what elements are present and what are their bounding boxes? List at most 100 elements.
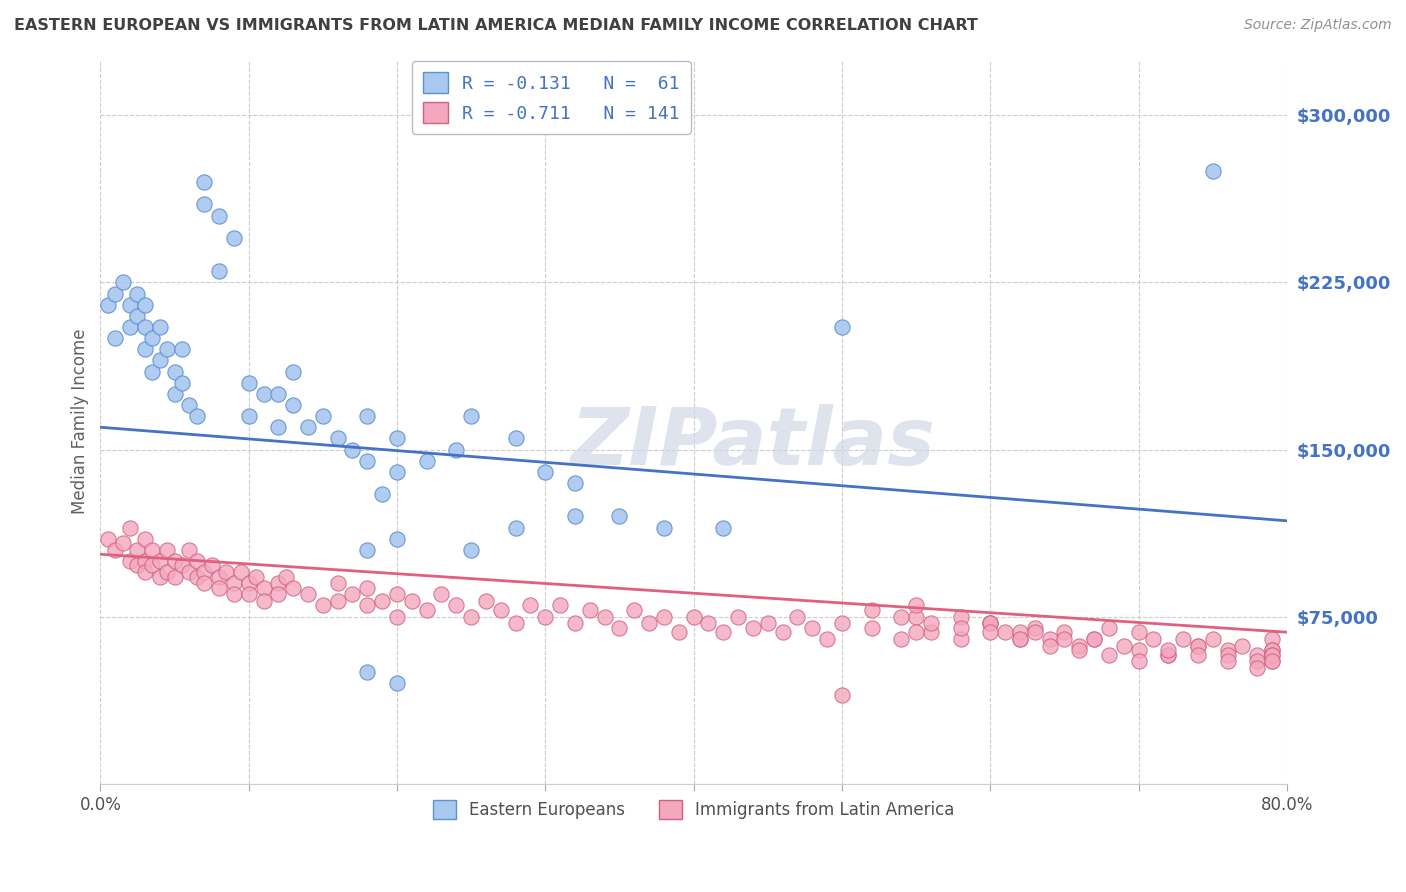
Point [1098, 648, 1121, 662]
Point [179, 398, 201, 412]
Point [446, 442, 468, 457]
Point [283, 581, 305, 595]
Point [1008, 625, 1031, 640]
Point [682, 609, 704, 624]
Point [979, 616, 1001, 631]
Point [1157, 648, 1180, 662]
Point [238, 576, 260, 591]
Point [505, 431, 527, 445]
Point [342, 587, 364, 601]
Point [245, 569, 267, 583]
Point [772, 625, 794, 640]
Point [1098, 621, 1121, 635]
Point [415, 603, 437, 617]
Point [104, 331, 127, 345]
Point [1008, 632, 1031, 646]
Point [831, 688, 853, 702]
Point [609, 621, 631, 635]
Point [134, 554, 156, 568]
Point [141, 365, 163, 379]
Point [104, 286, 127, 301]
Point [1024, 621, 1046, 635]
Point [193, 576, 215, 591]
Point [505, 520, 527, 534]
Point [1261, 648, 1284, 662]
Point [1157, 648, 1180, 662]
Point [208, 209, 231, 223]
Text: ZIPatlas: ZIPatlas [571, 404, 935, 483]
Point [385, 532, 408, 546]
Point [208, 569, 231, 583]
Point [222, 587, 245, 601]
Point [297, 587, 319, 601]
Point [1128, 625, 1150, 640]
Point [208, 581, 231, 595]
Point [949, 621, 972, 635]
Point [564, 509, 586, 524]
Point [149, 353, 172, 368]
Point [97, 532, 120, 546]
Point [179, 565, 201, 579]
Point [141, 558, 163, 573]
Point [385, 676, 408, 690]
Point [949, 609, 972, 624]
Point [711, 520, 734, 534]
Point [1128, 654, 1150, 668]
Point [1083, 632, 1105, 646]
Point [623, 603, 645, 617]
Point [163, 386, 186, 401]
Point [149, 569, 172, 583]
Point [312, 599, 335, 613]
Point [446, 599, 468, 613]
Point [1216, 648, 1239, 662]
Point [905, 599, 928, 613]
Point [920, 616, 942, 631]
Point [756, 616, 779, 631]
Point [127, 558, 149, 573]
Point [238, 409, 260, 423]
Point [193, 565, 215, 579]
Point [208, 264, 231, 278]
Point [283, 365, 305, 379]
Point [460, 609, 482, 624]
Point [831, 616, 853, 631]
Point [1128, 643, 1150, 657]
Point [356, 409, 378, 423]
Point [118, 520, 141, 534]
Point [163, 569, 186, 583]
Point [215, 565, 238, 579]
Point [1246, 648, 1268, 662]
Point [267, 576, 290, 591]
Point [548, 599, 571, 613]
Point [283, 398, 305, 412]
Point [312, 409, 335, 423]
Point [519, 599, 541, 613]
Text: EASTERN EUROPEAN VS IMMIGRANTS FROM LATIN AMERICA MEDIAN FAMILY INCOME CORRELATI: EASTERN EUROPEAN VS IMMIGRANTS FROM LATI… [14, 18, 979, 33]
Point [401, 594, 423, 608]
Point [534, 465, 557, 479]
Point [1261, 643, 1284, 657]
Point [134, 298, 156, 312]
Point [118, 320, 141, 334]
Point [415, 453, 437, 467]
Point [118, 554, 141, 568]
Point [238, 587, 260, 601]
Point [1187, 639, 1209, 653]
Point [1246, 661, 1268, 675]
Point [979, 625, 1001, 640]
Point [186, 569, 208, 583]
Point [593, 609, 616, 624]
Point [179, 542, 201, 557]
Text: Source: ZipAtlas.com: Source: ZipAtlas.com [1244, 18, 1392, 32]
Point [170, 558, 193, 573]
Point [118, 298, 141, 312]
Point [326, 594, 349, 608]
Point [267, 587, 290, 601]
Point [141, 331, 163, 345]
Point [652, 609, 675, 624]
Point [564, 475, 586, 490]
Point [385, 431, 408, 445]
Point [1024, 625, 1046, 640]
Point [1261, 632, 1284, 646]
Point [786, 609, 808, 624]
